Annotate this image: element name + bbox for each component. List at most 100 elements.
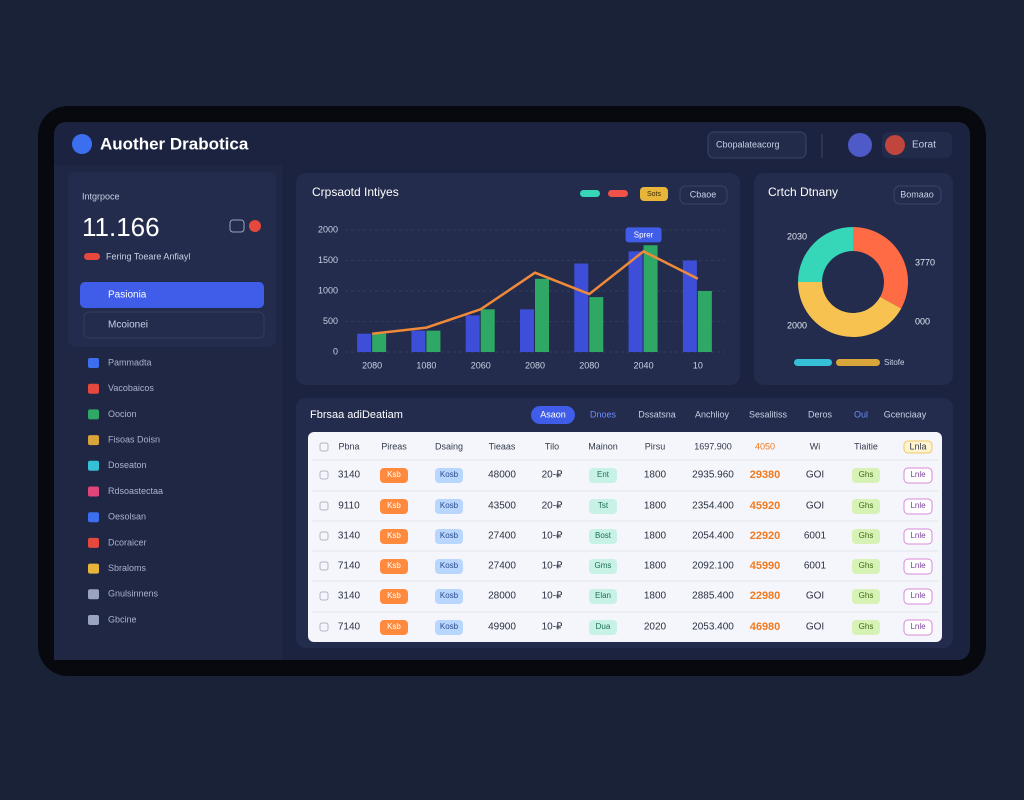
active-nav[interactable] [80, 282, 264, 308]
cell-pill [903, 467, 933, 484]
cell: Ksb [387, 501, 401, 510]
note-pill [84, 253, 100, 260]
cell-pill [380, 499, 408, 514]
cell: 22980 [750, 590, 781, 602]
cell: Lnle [910, 470, 926, 479]
tab-active[interactable] [531, 406, 575, 424]
donut-label: 3770 [915, 257, 935, 267]
chart-button[interactable] [679, 185, 728, 205]
cell: 27400 [488, 531, 516, 542]
tab[interactable]: Dnoes [590, 409, 617, 419]
nav-item[interactable]: Dcoraicer [108, 537, 147, 547]
cell: 1800 [644, 470, 667, 481]
cell: 28000 [488, 591, 516, 602]
cell: Kosb [440, 561, 459, 570]
checkbox[interactable] [319, 531, 329, 541]
tab[interactable]: Oul [854, 409, 868, 419]
cell: 48000 [488, 470, 516, 481]
checkbox[interactable] [319, 561, 329, 571]
active-nav-label: Pasionia [108, 290, 147, 301]
search-box[interactable] [707, 131, 807, 159]
nav-icon [88, 460, 99, 471]
cell: Lnle [910, 622, 926, 631]
secondary-nav[interactable] [83, 311, 265, 339]
bar [465, 315, 480, 352]
cell: 1800 [644, 531, 667, 542]
column-header: Wi [810, 441, 821, 451]
tab[interactable]: Sesalitiss [749, 409, 788, 419]
cell-pill [380, 559, 408, 574]
nav-item[interactable]: Gnulsinnens [108, 589, 159, 599]
checkbox[interactable] [319, 622, 329, 632]
cell: 45990 [750, 560, 781, 572]
bar [628, 251, 643, 352]
cell: Ghs [859, 591, 874, 600]
cell-pill [380, 620, 408, 635]
donut-title: Crtch Dtnany [768, 185, 838, 199]
checkbox[interactable] [319, 442, 329, 452]
nav-item[interactable]: Doseaton [108, 460, 147, 470]
nav-icon [88, 589, 99, 600]
cell: 27400 [488, 561, 516, 572]
tab[interactable]: Anchlioy [695, 409, 730, 419]
column-header: Pirsu [645, 441, 666, 451]
nav-item[interactable]: Fisoas Doisn [108, 434, 160, 444]
cell: GOI [806, 470, 824, 481]
nav-item[interactable]: Vacobaicos [108, 383, 154, 393]
bar [411, 330, 426, 352]
cell: Ksb [387, 622, 401, 631]
cell-pill [903, 498, 933, 515]
tab[interactable]: Asaon [540, 409, 566, 419]
cell: 3140 [338, 531, 361, 542]
bar [535, 278, 549, 352]
donut-button[interactable] [893, 185, 942, 205]
cell-pill [852, 468, 880, 483]
cell: Kosb [440, 531, 459, 540]
avatar[interactable] [848, 133, 872, 157]
cell-pill [589, 499, 617, 514]
cell: 10-₽ [542, 531, 563, 542]
user-name: Eorat [912, 140, 936, 151]
bar [589, 297, 604, 352]
cell: 2935.960 [692, 470, 734, 481]
cell: 2020 [644, 622, 667, 633]
nav-item[interactable]: Sbraloms [108, 563, 147, 573]
tab[interactable]: Dssatsna [638, 409, 676, 419]
cell: 1800 [644, 501, 667, 512]
nav-item[interactable]: Pammadta [108, 357, 152, 367]
checkbox[interactable] [319, 470, 329, 480]
y-tick-label: 2000 [318, 224, 338, 234]
cell: Lnle [910, 561, 926, 570]
checkbox[interactable] [319, 591, 329, 601]
cell: Gms [595, 561, 612, 570]
nav-item[interactable]: Rdsoastectaa [108, 486, 163, 496]
bar [697, 291, 712, 352]
cell: Lnle [910, 531, 926, 540]
cell: 9110 [338, 501, 360, 512]
donut-segment [798, 227, 853, 282]
x-tick-label: 2080 [579, 360, 599, 370]
tab[interactable]: Deros [808, 409, 833, 419]
search-placeholder: Cbopalateacorg [716, 139, 780, 149]
cell-pill [380, 529, 408, 544]
nav-item[interactable]: Oocion [108, 409, 137, 419]
cell: Ksb [387, 561, 401, 570]
donut-panel [754, 173, 953, 385]
cell: 7140 [338, 561, 361, 572]
column-header: Tieaas [489, 441, 516, 451]
column-header: Mainon [588, 441, 618, 451]
badge [640, 187, 668, 201]
nav-item[interactable]: Gbcine [108, 614, 137, 624]
cell: Ghs [859, 470, 874, 479]
checkbox[interactable] [319, 501, 329, 511]
cell-pill [852, 529, 880, 544]
tab[interactable]: Gcenciaay [884, 409, 927, 419]
nav-icon [88, 512, 99, 523]
nav-item[interactable]: Oesolsan [108, 512, 146, 522]
user-avatar [885, 135, 905, 155]
cell: 2053.400 [692, 622, 734, 633]
donut-label: 000 [915, 316, 930, 326]
cell: Ghs [859, 622, 874, 631]
